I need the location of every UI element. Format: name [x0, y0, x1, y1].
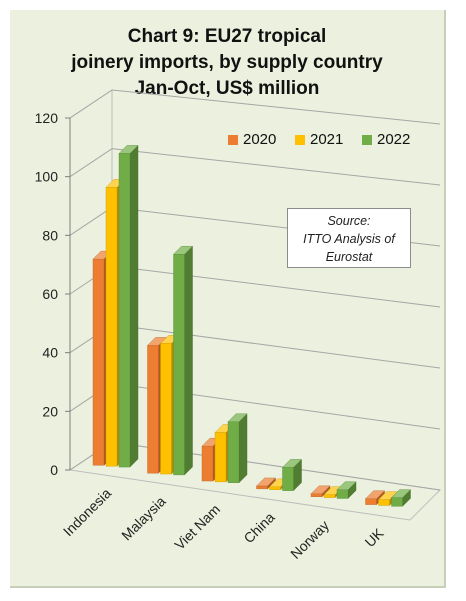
legend-label-2021: 2021 — [310, 131, 344, 148]
chart-title-line-1: Chart 9: EU27 tropical — [127, 26, 327, 47]
bars — [92, 144, 411, 507]
x-tick-label-norway: Norway — [287, 517, 332, 562]
legend-swatch-2020 — [228, 135, 238, 145]
legend-label-2020: 2020 — [243, 131, 277, 148]
gridline-120 — [111, 89, 441, 125]
legend-label-2022: 2022 — [377, 131, 411, 148]
y-tick-label-0: 0 — [50, 462, 58, 478]
source-line-3: Eurostat — [325, 250, 373, 264]
y-tick-label-120: 120 — [35, 110, 59, 126]
y-tick-label-100: 100 — [35, 169, 59, 185]
bar-indonesia-2022 — [118, 144, 139, 468]
bar-malaysia-2022 — [173, 245, 193, 476]
bar-viet-nam-2022 — [227, 413, 248, 484]
chart-title: Chart 9: EU27 tropical joinery imports, … — [10, 24, 444, 102]
legend-swatch-2021 — [295, 135, 305, 145]
x-tick-label-viet-nam: Viet Nam — [171, 501, 223, 553]
x-tick-label-malaysia: Malaysia — [118, 493, 169, 544]
gridline-40 — [111, 324, 441, 369]
source-line-1: Source: — [327, 214, 371, 228]
legend-swatch-2022 — [362, 135, 372, 145]
bar-norway-2020 — [310, 485, 331, 498]
gridline-side-120 — [69, 89, 113, 119]
x-tick-label-uk: UK — [362, 525, 388, 551]
y-tick-label-60: 60 — [42, 286, 58, 302]
y-tick-label-20: 20 — [42, 403, 58, 419]
source-note: Source: ITTO Analysis of Eurostat — [287, 208, 411, 268]
x-tick-label-china: China — [240, 509, 277, 546]
gridline-100 — [111, 148, 441, 186]
y-axis: 0 20 40 60 80 100 120 — [35, 110, 71, 478]
gridline-side-80 — [69, 206, 113, 236]
chart-title-line-3: Jan-Oct, US$ million — [134, 78, 320, 99]
legend: 2020 2021 2022 — [228, 130, 438, 150]
chart-title-line-2: joinery imports, by supply country — [71, 52, 383, 73]
x-tick-label-indonesia: Indonesia — [60, 485, 114, 539]
source-line-2: ITTO Analysis of — [303, 232, 395, 246]
y-tick-label-80: 80 — [42, 227, 58, 243]
bar-china-2022 — [282, 458, 302, 492]
bar-norway-2022 — [336, 481, 357, 499]
y-tick-label-40: 40 — [42, 345, 58, 361]
bar-uk-2022 — [391, 489, 411, 507]
gridline-60 — [111, 265, 441, 308]
gridline-side-100 — [69, 148, 113, 178]
